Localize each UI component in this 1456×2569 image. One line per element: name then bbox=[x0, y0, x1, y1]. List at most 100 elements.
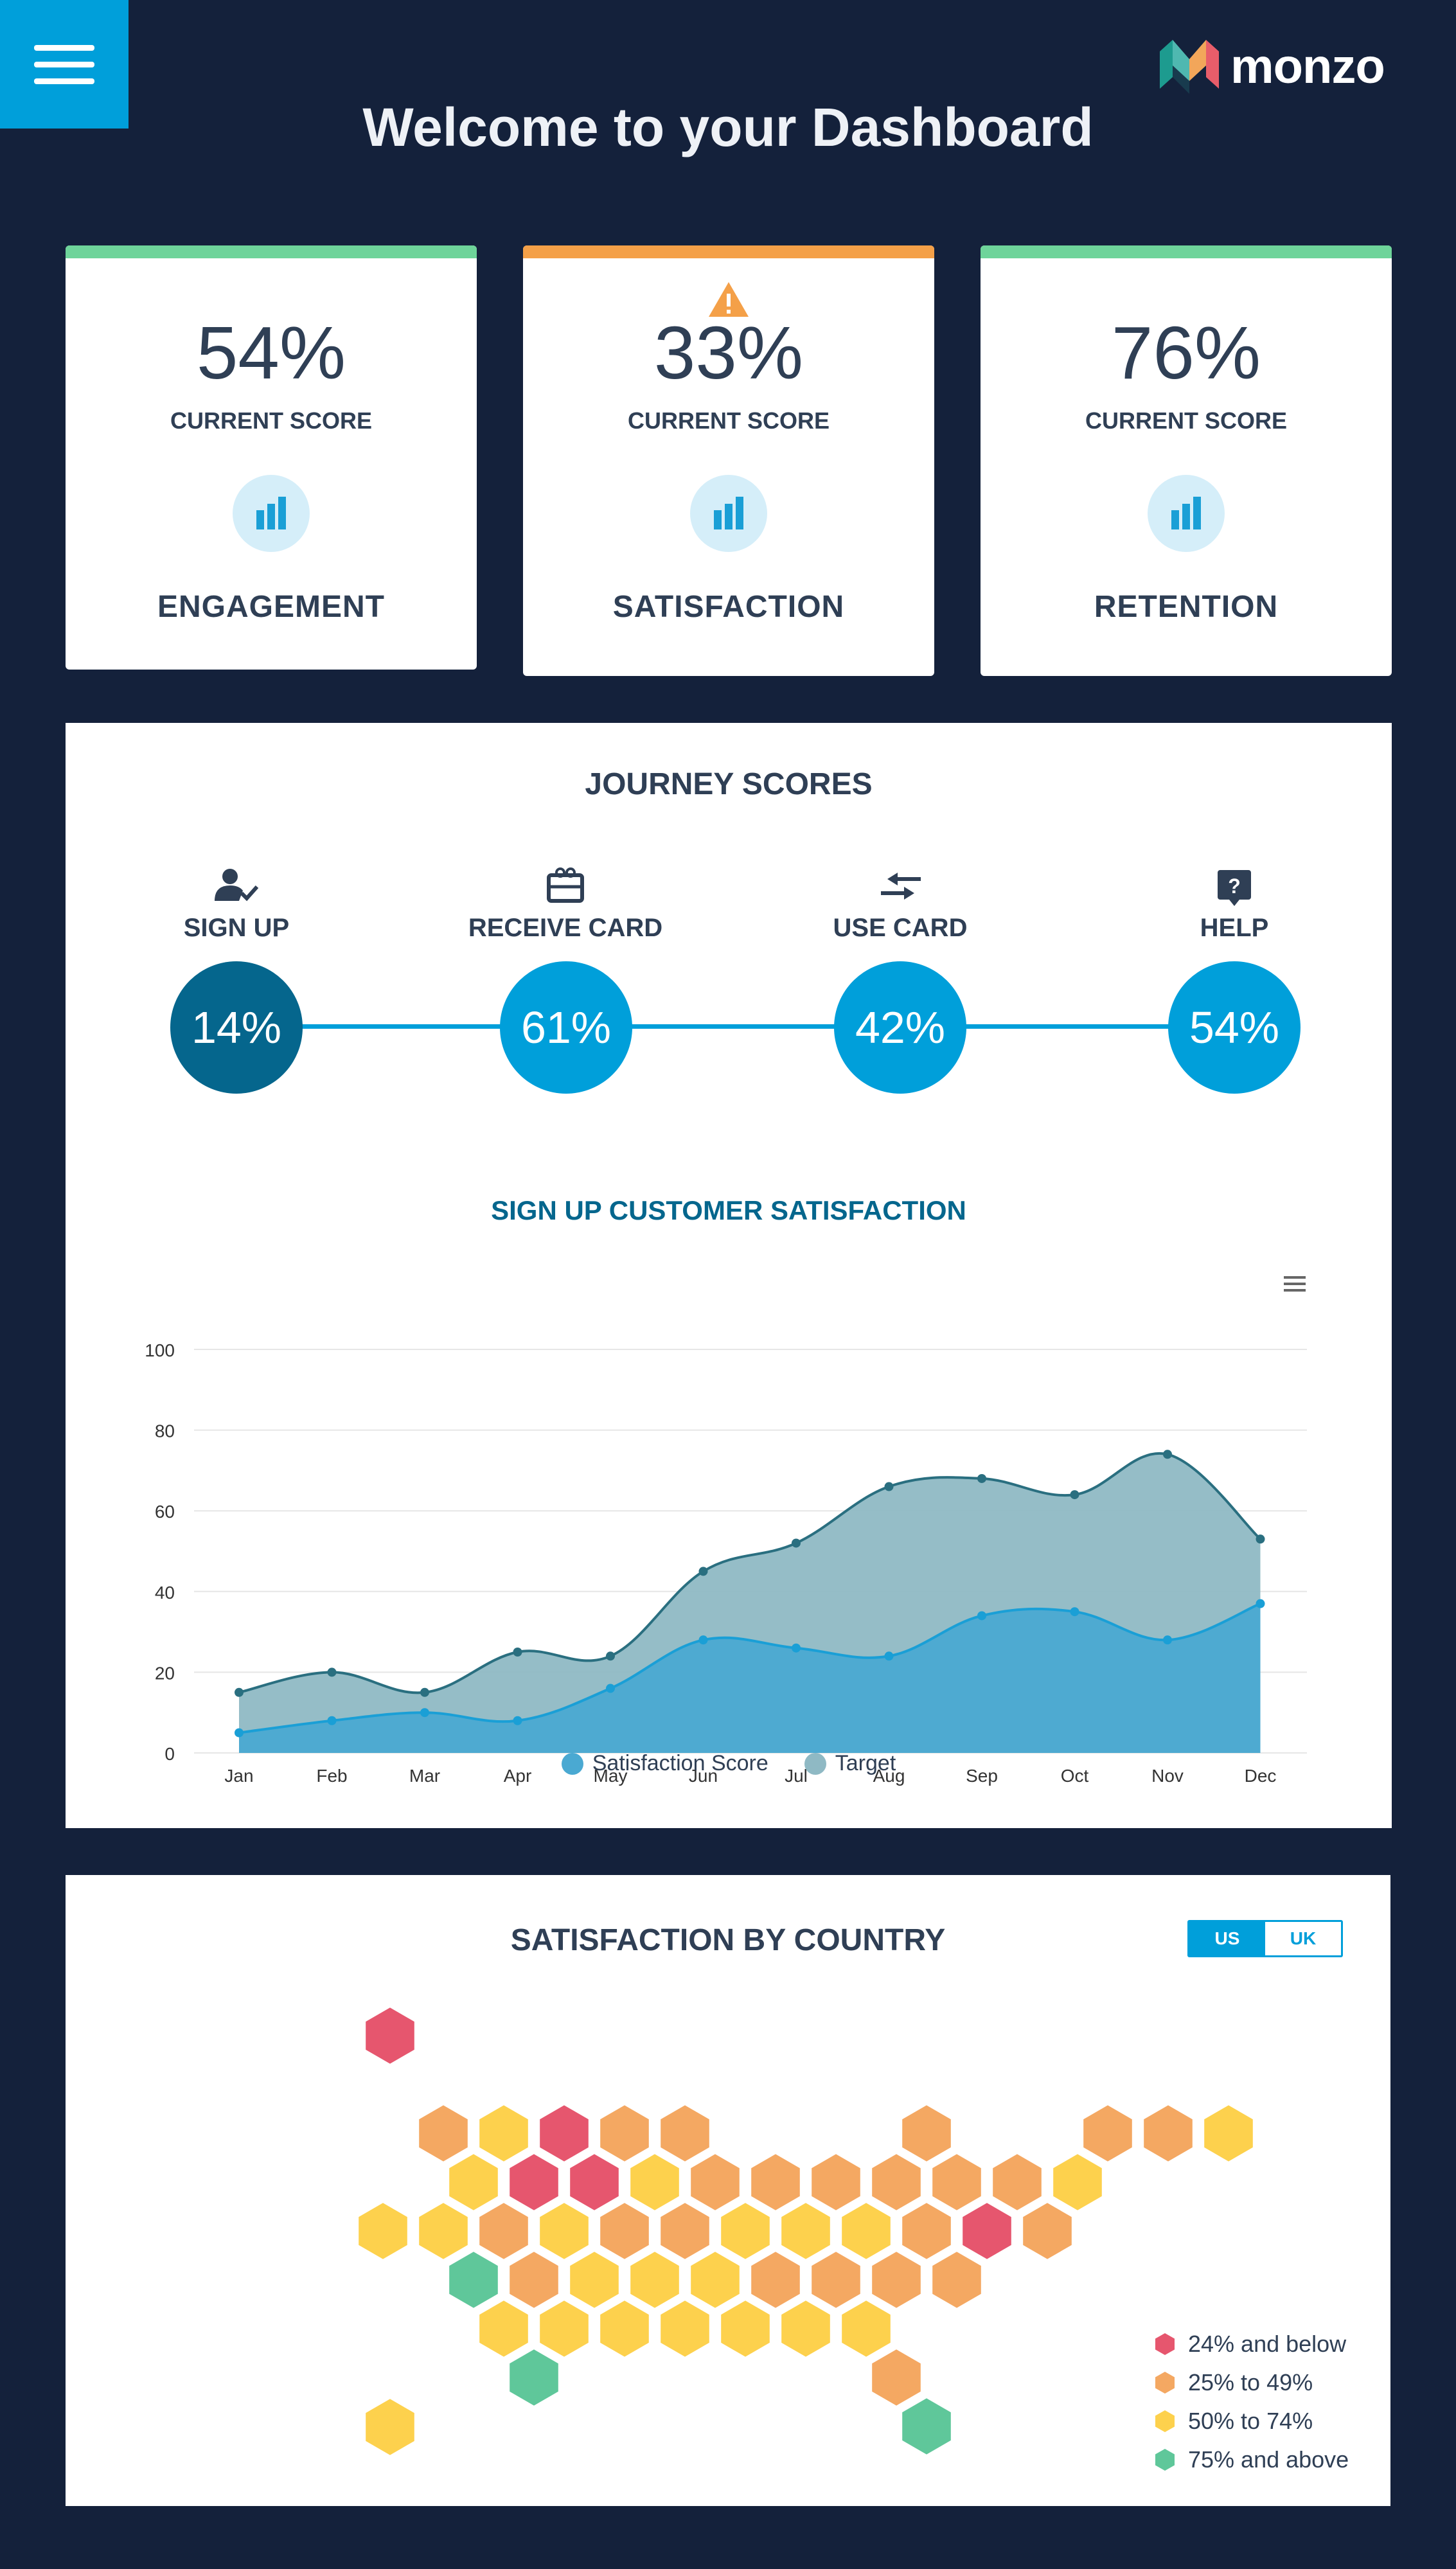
legend-item-satisfaction[interactable]: Satisfaction Score bbox=[561, 1751, 768, 1776]
hex-swatch bbox=[1155, 2372, 1175, 2394]
data-point[interactable] bbox=[235, 1728, 244, 1738]
state-hex[interactable] bbox=[507, 2346, 561, 2409]
state-hex[interactable] bbox=[416, 2200, 470, 2262]
state-hex[interactable] bbox=[658, 2200, 712, 2262]
state-hex[interactable] bbox=[477, 2200, 531, 2262]
state-hex[interactable] bbox=[688, 2248, 742, 2311]
state-hex[interactable] bbox=[688, 2151, 742, 2214]
data-point[interactable] bbox=[1256, 1599, 1265, 1608]
state-hex[interactable] bbox=[930, 2151, 984, 2214]
state-hex[interactable] bbox=[477, 2297, 531, 2360]
state-hex[interactable] bbox=[718, 2297, 772, 2360]
menu-button[interactable] bbox=[0, 0, 129, 129]
state-hex[interactable] bbox=[537, 2297, 591, 2360]
state-hex[interactable] bbox=[900, 2102, 954, 2165]
journey-score-help[interactable]: 54% bbox=[1168, 961, 1301, 1094]
state-hex[interactable] bbox=[1202, 2102, 1256, 2165]
bar-chart-icon bbox=[233, 475, 310, 552]
data-point[interactable] bbox=[884, 1482, 894, 1491]
state-hex[interactable] bbox=[809, 2248, 863, 2311]
data-point[interactable] bbox=[420, 1687, 429, 1697]
journey-score-receive-card[interactable]: 61% bbox=[500, 961, 632, 1094]
data-point[interactable] bbox=[327, 1667, 337, 1677]
state-hex[interactable] bbox=[779, 2200, 833, 2262]
state-hex[interactable] bbox=[598, 2102, 652, 2165]
state-hex[interactable] bbox=[900, 2395, 954, 2458]
state-hex[interactable] bbox=[869, 2346, 923, 2409]
state-hex[interactable] bbox=[507, 2151, 561, 2214]
state-hex[interactable] bbox=[447, 2248, 501, 2311]
data-point[interactable] bbox=[1070, 1607, 1079, 1617]
data-point[interactable] bbox=[977, 1473, 986, 1483]
state-hex[interactable] bbox=[628, 2151, 682, 2214]
score-card-satisfaction[interactable]: 33% CURRENT SCORE SATISFACTION bbox=[523, 245, 934, 676]
state-hex[interactable] bbox=[869, 2151, 923, 2214]
card-name: RETENTION bbox=[1094, 590, 1279, 624]
data-point[interactable] bbox=[606, 1651, 615, 1661]
state-hex[interactable] bbox=[1141, 2102, 1195, 2165]
state-hex[interactable] bbox=[960, 2200, 1014, 2262]
state-hex[interactable] bbox=[990, 2151, 1044, 2214]
state-hex[interactable] bbox=[869, 2248, 923, 2311]
x-tick-label: Jul bbox=[785, 1766, 808, 1786]
transfer-arrows-icon bbox=[881, 873, 921, 900]
satisfaction-chart: 0 20 40 60 80 100 Jan Feb Mar Apr May Jun Jul Aug Sep O… bbox=[145, 1340, 1307, 1786]
data-point[interactable] bbox=[327, 1716, 337, 1725]
state-hex[interactable] bbox=[447, 2151, 501, 2214]
state-hex[interactable] bbox=[356, 2200, 410, 2262]
state-hex[interactable] bbox=[809, 2151, 863, 2214]
data-point[interactable] bbox=[977, 1611, 986, 1621]
score-card-engagement[interactable]: 54% CURRENT SCORE ENGAGEMENT bbox=[66, 245, 477, 670]
state-hex[interactable] bbox=[1051, 2151, 1105, 2214]
data-point[interactable] bbox=[1163, 1635, 1172, 1645]
data-point[interactable] bbox=[513, 1716, 522, 1725]
state-hex[interactable] bbox=[930, 2248, 984, 2311]
state-hex[interactable] bbox=[839, 2297, 893, 2360]
state-hex[interactable] bbox=[749, 2248, 803, 2311]
data-point[interactable] bbox=[1256, 1534, 1265, 1544]
state-hex[interactable] bbox=[749, 2151, 803, 2214]
brand-logo[interactable]: monzo bbox=[1160, 39, 1385, 94]
state-hex[interactable] bbox=[598, 2200, 652, 2262]
data-point[interactable] bbox=[792, 1538, 801, 1548]
state-hex[interactable] bbox=[628, 2248, 682, 2311]
state-hex[interactable] bbox=[839, 2200, 893, 2262]
state-hex[interactable] bbox=[1081, 2102, 1135, 2165]
state-hex[interactable] bbox=[900, 2200, 954, 2262]
state-hex[interactable] bbox=[507, 2248, 561, 2311]
legend-item-target[interactable]: Target bbox=[804, 1751, 896, 1776]
data-point[interactable] bbox=[1163, 1450, 1172, 1459]
score-label: CURRENT SCORE bbox=[170, 407, 372, 434]
state-hex[interactable] bbox=[718, 2200, 772, 2262]
data-point[interactable] bbox=[513, 1648, 522, 1657]
chart-menu-icon[interactable] bbox=[1284, 1274, 1306, 1292]
journey-score-use-card[interactable]: 42% bbox=[834, 961, 966, 1094]
state-hex[interactable] bbox=[658, 2102, 712, 2165]
data-point[interactable] bbox=[698, 1635, 708, 1645]
state-hex[interactable] bbox=[416, 2102, 470, 2165]
data-point[interactable] bbox=[698, 1567, 708, 1576]
state-hex[interactable] bbox=[779, 2297, 833, 2360]
toggle-uk[interactable]: UK bbox=[1265, 1922, 1341, 1955]
toggle-us[interactable]: US bbox=[1189, 1922, 1265, 1955]
state-hex[interactable] bbox=[567, 2151, 621, 2214]
journey-score-sign-up[interactable]: 14% bbox=[170, 961, 303, 1094]
state-hex[interactable] bbox=[598, 2297, 652, 2360]
state-hex[interactable] bbox=[363, 2004, 417, 2067]
data-point[interactable] bbox=[1070, 1490, 1079, 1500]
state-hex[interactable] bbox=[537, 2102, 591, 2165]
score-percent: 54% bbox=[196, 311, 346, 395]
data-point[interactable] bbox=[420, 1708, 429, 1718]
data-point[interactable] bbox=[884, 1651, 894, 1661]
state-hex[interactable] bbox=[658, 2297, 712, 2360]
data-point[interactable] bbox=[792, 1643, 801, 1653]
data-point[interactable] bbox=[235, 1687, 244, 1697]
data-point[interactable] bbox=[606, 1684, 615, 1693]
country-toggle[interactable]: US UK bbox=[1187, 1920, 1343, 1957]
state-hex[interactable] bbox=[1020, 2200, 1074, 2262]
state-hex[interactable] bbox=[567, 2248, 621, 2311]
state-hex[interactable] bbox=[477, 2102, 531, 2165]
state-hex[interactable] bbox=[363, 2396, 417, 2458]
state-hex[interactable] bbox=[537, 2200, 591, 2262]
score-card-retention[interactable]: 76% CURRENT SCORE RETENTION bbox=[981, 245, 1392, 676]
